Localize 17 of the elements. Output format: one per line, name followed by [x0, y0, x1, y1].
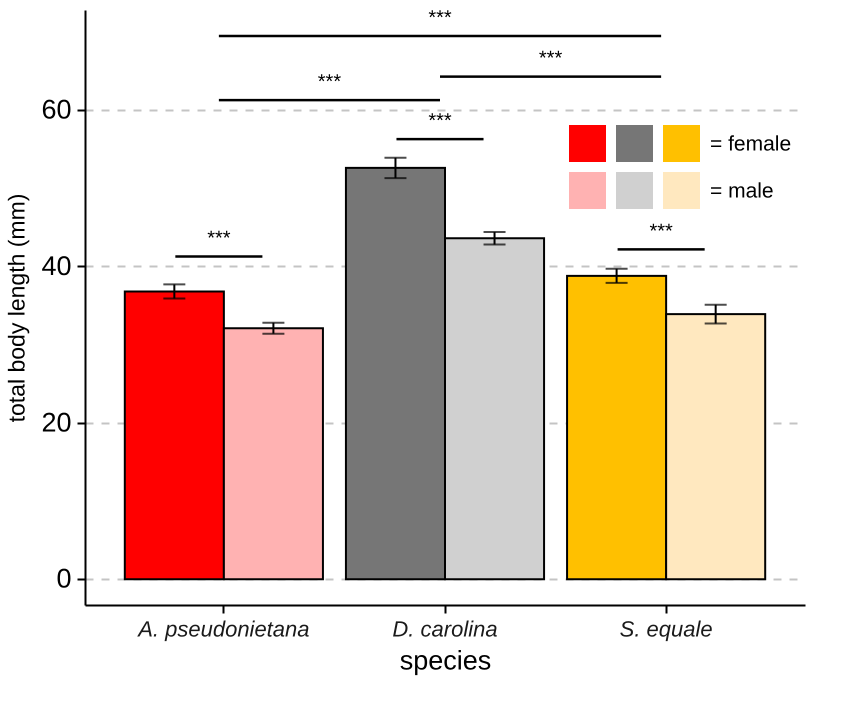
legend-label: = male — [710, 180, 774, 202]
legend-label: = female — [710, 132, 792, 156]
annotation: *** — [649, 220, 674, 242]
x-axis-title: species — [400, 646, 492, 676]
x-tick-label: S. equale — [620, 616, 713, 642]
y-tick-label: 60 — [41, 94, 72, 125]
annotation: *** — [428, 6, 452, 29]
y-tick-label: 40 — [41, 250, 72, 281]
y-tick-label: 0 — [56, 564, 72, 594]
y-axis-title: total body length (mm) — [3, 194, 30, 422]
y-tick-label: 20 — [41, 407, 72, 438]
annotation: *** — [538, 48, 562, 70]
x-tick-label: D. carolina — [392, 616, 498, 642]
annotation: *** — [207, 227, 231, 250]
annotation: *** — [428, 110, 452, 132]
annotation: *** — [318, 71, 342, 94]
x-tick-label: A. pseudonietana — [136, 616, 310, 642]
